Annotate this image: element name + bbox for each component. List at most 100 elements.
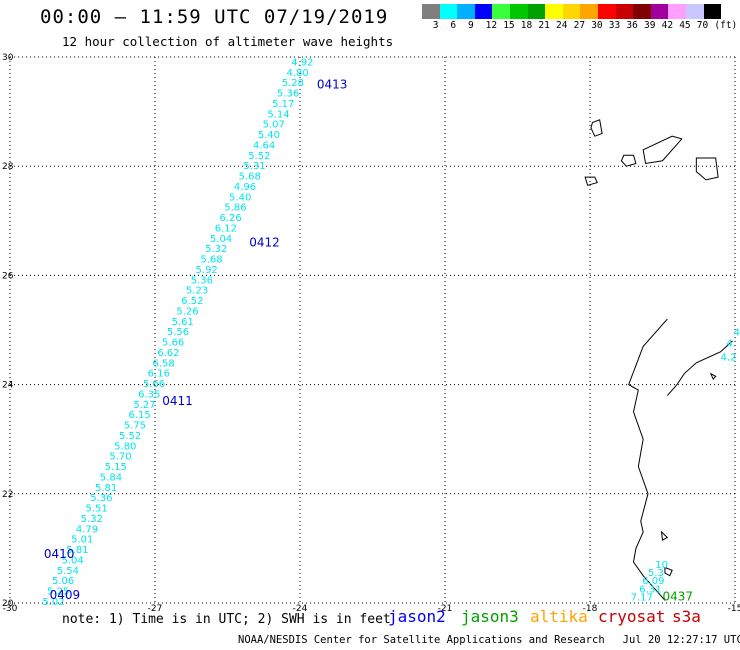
edge-track-label: 4. <box>726 339 736 350</box>
swh-value: 5.23 <box>186 286 208 297</box>
legend-s3a: s3a <box>672 607 701 626</box>
pass-time-label: 0411 <box>162 394 193 408</box>
swh-value: 5.27 <box>133 400 155 411</box>
scale-swatch <box>509 4 528 19</box>
swh-value: 5.26 <box>176 306 198 317</box>
lon-tick-label: -24 <box>293 604 308 614</box>
lat-tick-label: 24 <box>2 381 14 391</box>
swh-value: 5.07 <box>263 120 285 131</box>
scale-label: 6 <box>450 20 457 31</box>
legend-jason3: jason3 <box>461 607 519 626</box>
swh-value: 6.16 <box>148 369 170 380</box>
scale-swatch <box>580 4 598 19</box>
pass-time-label: 0409 <box>50 588 81 602</box>
island-outline <box>642 135 683 165</box>
scale-swatch <box>457 4 475 19</box>
lon-tick-label: -21 <box>438 604 453 614</box>
lon-tick-label: -27 <box>148 604 163 614</box>
scale-label: 36 <box>626 20 638 31</box>
color-scale: 3 6 9 12 15 18 21 24 27 30 33 36 39 42 45 70 (ft) <box>422 4 737 33</box>
swh-value: 5.92 <box>196 265 218 276</box>
coastline <box>666 340 733 396</box>
coastline <box>628 318 668 601</box>
edge-track-label: 4 <box>734 328 740 339</box>
swh-value: 4.80 <box>286 68 308 79</box>
edge-track-label: 4.2 <box>721 352 737 363</box>
swh-value: 5.52 <box>248 151 270 162</box>
swh-value: 5.61 <box>172 317 194 328</box>
swh-value: 5.54 <box>57 566 79 577</box>
swh-value: 5.81 <box>95 483 117 494</box>
island-outline <box>660 530 669 542</box>
scale-swatch <box>685 4 704 19</box>
swh-value: 5.36 <box>277 89 299 100</box>
legend-cryosat: cryosat <box>598 607 666 626</box>
swh-value: 6.15 <box>129 410 151 421</box>
scale-label: (ft) <box>714 20 738 31</box>
swh-value: 5.36 <box>191 275 213 286</box>
island-outline <box>664 566 673 577</box>
swh-value: 4.92 <box>291 57 313 68</box>
edge-track-label: 5.3 <box>648 568 664 579</box>
swh-value: 4.64 <box>253 140 275 151</box>
scale-swatch <box>545 4 563 19</box>
scale-label: 70 <box>696 20 709 31</box>
swh-value: 6.35 <box>138 389 160 400</box>
swh-value: 5.80 <box>114 441 136 452</box>
scale-swatch <box>615 4 634 19</box>
lon-tick-label: -30 <box>3 604 18 614</box>
island-outline <box>584 176 598 186</box>
island-outline <box>620 154 637 167</box>
swh-value: 5.36 <box>90 493 112 504</box>
swh-value: 5.01 <box>71 535 93 546</box>
lat-tick-label: 22 <box>2 490 13 500</box>
swh-value: 6.26 <box>219 213 241 224</box>
lon-tick-label: -18 <box>583 604 598 614</box>
swh-value: 5.75 <box>124 421 146 432</box>
swh-value: 4.96 <box>234 182 256 193</box>
swh-value: 5.32 <box>81 514 103 525</box>
island-outline <box>590 119 603 137</box>
scale-label: 9 <box>468 20 474 31</box>
edge-track-label: 6.31 <box>639 584 661 595</box>
pass-time-label: 0412 <box>249 236 280 250</box>
swh-value: 5.04 <box>62 555 84 566</box>
scale-label: 21 <box>538 20 550 31</box>
legend-altika: altika <box>530 607 588 626</box>
swh-value: 5.02 <box>42 597 64 608</box>
scale-label: 30 <box>591 20 603 31</box>
swh-value: 5.32 <box>205 244 227 255</box>
generated-timestamp: Jul 20 12:27:17 UTC 2019 <box>622 634 740 646</box>
footnote: note: 1) Time is in UTC; 2) SWH is in fe… <box>62 612 391 627</box>
scale-swatch <box>703 4 722 19</box>
swh-value: 6.12 <box>215 223 237 234</box>
island-outline <box>695 157 719 181</box>
scale-swatch <box>439 4 458 19</box>
edge-track-label: 6.09 <box>642 576 664 587</box>
swh-value: 5.66 <box>143 379 165 390</box>
legend-jason2: jason2 <box>388 607 446 626</box>
scale-label: 18 <box>520 20 533 31</box>
chart-subtitle: 12 hour collection of altimeter wave hei… <box>62 34 394 49</box>
lon-tick-label: -15 <box>728 604 740 614</box>
edge-track-label: 7.17 <box>631 593 653 604</box>
swh-value: 5.15 <box>105 462 127 473</box>
swh-value: 5.28 <box>282 78 304 89</box>
swh-value: 5.51 <box>85 504 107 515</box>
swh-value: 5.84 <box>100 472 122 483</box>
scale-swatch <box>597 4 616 19</box>
credit-line: NOAA/NESDIS Center for Satellite Applica… <box>238 634 740 646</box>
scale-label: 24 <box>556 20 568 31</box>
edge-track-label: 10 <box>655 560 668 571</box>
swh-value: 5.66 <box>162 338 184 349</box>
scale-label: 39 <box>644 20 656 31</box>
lat-tick-label: 30 <box>2 53 14 63</box>
swh-value: 5.68 <box>239 172 261 183</box>
swh-value: 5.17 <box>272 99 294 110</box>
scale-label: 33 <box>608 20 621 31</box>
swh-value: 5.86 <box>224 203 246 214</box>
scale-label: 42 <box>661 20 674 31</box>
swh-value: 5.81 <box>66 545 88 556</box>
scale-swatch <box>650 4 669 19</box>
